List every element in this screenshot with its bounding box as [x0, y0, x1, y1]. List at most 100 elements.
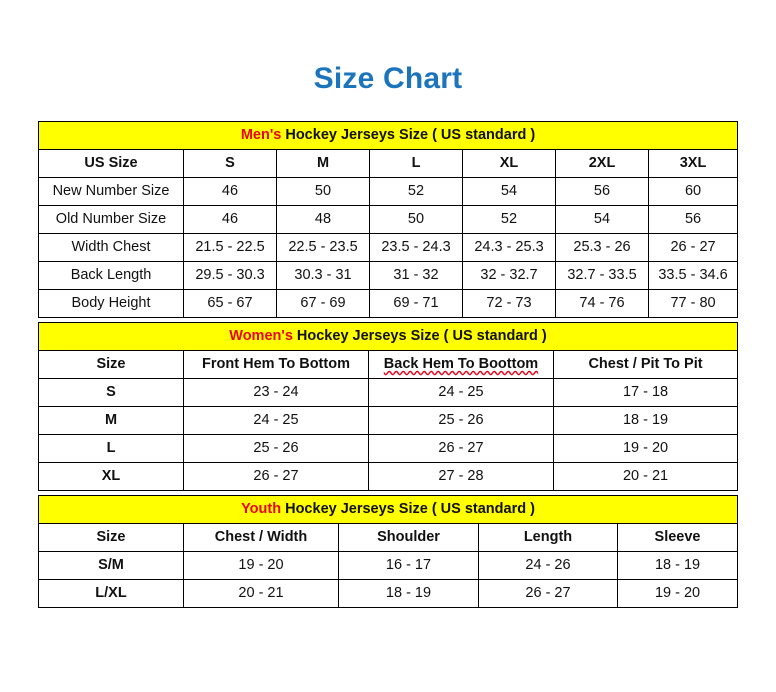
- womens-row-0-val-1: 24 - 25: [368, 378, 554, 407]
- womens-col-0: Size: [38, 350, 184, 379]
- mens-col-0: US Size: [38, 149, 184, 178]
- youth-col-4: Sleeve: [616, 523, 739, 552]
- mens-row-4-val-2: 69 - 71: [369, 289, 463, 318]
- womens-row-3-val-0: 26 - 27: [183, 462, 369, 491]
- womens-row-0-val-0: 23 - 24: [183, 378, 369, 407]
- youth-col-3: Length: [478, 523, 618, 552]
- mens-col-4: XL: [462, 149, 556, 178]
- youth-row-0-label: S/M: [38, 551, 184, 580]
- mens-row-0-val-5: 60: [647, 177, 739, 206]
- womens-row-2-val-0: 25 - 26: [183, 434, 369, 463]
- mens-row-3-val-2: 31 - 32: [369, 261, 463, 290]
- youth-row-1-val-0: 20 - 21: [183, 579, 339, 608]
- mens-row-1-val-0: 46: [183, 205, 277, 234]
- mens-row-4-label: Body Height: [38, 289, 184, 318]
- mens-row-3-val-1: 30.3 - 31: [276, 261, 370, 290]
- table-row: New Number Size 46 50 52 54 56 60: [38, 177, 739, 206]
- youth-row-1-val-2: 26 - 27: [478, 579, 618, 608]
- youth-row-0-val-0: 19 - 20: [183, 551, 339, 580]
- page-title: Size Chart: [313, 62, 463, 95]
- youth-row-1-val-3: 19 - 20: [616, 579, 739, 608]
- womens-row-2-val-2: 19 - 20: [552, 434, 739, 463]
- youth-row-0-val-2: 24 - 26: [478, 551, 618, 580]
- womens-col-2: Back Hem To Boottom: [368, 350, 554, 379]
- mens-row-4-val-1: 67 - 69: [276, 289, 370, 318]
- table-row: Body Height 65 - 67 67 - 69 69 - 71 72 -…: [38, 289, 739, 318]
- womens-row-2-val-1: 26 - 27: [368, 434, 554, 463]
- table-row: L/XL 20 - 21 18 - 19 26 - 27 19 - 20: [38, 579, 739, 608]
- womens-row-0-val-2: 17 - 18: [552, 378, 739, 407]
- mens-row-2-val-5: 26 - 27: [647, 233, 739, 262]
- table-row: S/M 19 - 20 16 - 17 24 - 26 18 - 19: [38, 551, 739, 580]
- mens-row-1-val-5: 56: [647, 205, 739, 234]
- womens-row-1-val-1: 25 - 26: [368, 406, 554, 435]
- mens-row-3-label: Back Length: [38, 261, 184, 290]
- youth-col-0: Size: [38, 523, 184, 552]
- womens-header-rest: Hockey Jerseys Size ( US standard ): [292, 328, 547, 345]
- mens-section-header: Men's Hockey Jerseys Size ( US standard …: [37, 121, 739, 150]
- mens-row-4-val-3: 72 - 73: [462, 289, 556, 318]
- mens-row-3-val-4: 32.7 - 33.5: [555, 261, 649, 290]
- mens-row-0-val-3: 54: [462, 177, 556, 206]
- table-row: M 24 - 25 25 - 26 18 - 19: [38, 406, 739, 435]
- mens-column-header-row: US Size S M L XL 2XL 3XL: [38, 149, 739, 178]
- mens-row-1-val-2: 50: [369, 205, 463, 234]
- mens-row-2-label: Width Chest: [38, 233, 184, 262]
- mens-row-2-val-1: 22.5 - 23.5: [276, 233, 370, 262]
- mens-row-2-val-2: 23.5 - 24.3: [369, 233, 463, 262]
- youth-header-accent: Youth: [241, 501, 282, 518]
- mens-row-0-val-2: 52: [369, 177, 463, 206]
- mens-row-3-val-3: 32 - 32.7: [462, 261, 556, 290]
- womens-row-3-val-2: 20 - 21: [552, 462, 739, 491]
- womens-section-header-row: Women's Hockey Jerseys Size ( US standar…: [37, 322, 739, 351]
- youth-column-header-row: Size Chest / Width Shoulder Length Sleev…: [38, 523, 739, 552]
- mens-row-1-val-1: 48: [276, 205, 370, 234]
- womens-row-3-label: XL: [38, 462, 184, 491]
- womens-row-0-label: S: [38, 378, 184, 407]
- size-tables-container: Men's Hockey Jerseys Size ( US standard …: [37, 121, 739, 608]
- mens-row-1-val-4: 54: [555, 205, 649, 234]
- mens-row-3-val-0: 29.5 - 30.3: [183, 261, 277, 290]
- table-row: XL 26 - 27 27 - 28 20 - 21: [38, 462, 739, 491]
- mens-row-4-val-0: 65 - 67: [183, 289, 277, 318]
- mens-col-5: 2XL: [555, 149, 649, 178]
- table-row: S 23 - 24 24 - 25 17 - 18: [38, 378, 739, 407]
- youth-header-rest: Hockey Jerseys Size ( US standard ): [281, 501, 535, 518]
- womens-row-2-label: L: [38, 434, 184, 463]
- mens-col-6: 3XL: [647, 149, 739, 178]
- table-row: Back Length 29.5 - 30.3 30.3 - 31 31 - 3…: [38, 261, 739, 290]
- mens-row-4-val-4: 74 - 76: [555, 289, 649, 318]
- womens-col-3: Chest / Pit To Pit: [552, 350, 739, 379]
- table-row: L 25 - 26 26 - 27 19 - 20: [38, 434, 739, 463]
- mens-size-table: Men's Hockey Jerseys Size ( US standard …: [37, 121, 739, 318]
- womens-column-header-row: Size Front Hem To Bottom Back Hem To Boo…: [38, 350, 739, 379]
- youth-size-table: Youth Hockey Jerseys Size ( US standard …: [37, 495, 739, 608]
- womens-col-2-text: Back Hem To Boottom: [383, 356, 539, 373]
- womens-row-1-label: M: [38, 406, 184, 435]
- mens-col-1: S: [183, 149, 277, 178]
- youth-row-1-label: L/XL: [38, 579, 184, 608]
- womens-row-1-val-2: 18 - 19: [552, 406, 739, 435]
- mens-header-accent: Men's: [240, 127, 282, 144]
- womens-col-1: Front Hem To Bottom: [183, 350, 369, 379]
- mens-row-2-val-3: 24.3 - 25.3: [462, 233, 556, 262]
- mens-row-0-label: New Number Size: [38, 177, 184, 206]
- youth-section-header: Youth Hockey Jerseys Size ( US standard …: [37, 495, 739, 524]
- youth-section-header-row: Youth Hockey Jerseys Size ( US standard …: [37, 495, 739, 524]
- mens-row-0-val-1: 50: [276, 177, 370, 206]
- mens-row-2-val-0: 21.5 - 22.5: [183, 233, 277, 262]
- womens-section-header: Women's Hockey Jerseys Size ( US standar…: [37, 322, 739, 351]
- womens-header-accent: Women's: [229, 328, 293, 345]
- womens-size-table: Women's Hockey Jerseys Size ( US standar…: [37, 322, 739, 491]
- mens-header-rest: Hockey Jerseys Size ( US standard ): [281, 127, 536, 144]
- table-row: Width Chest 21.5 - 22.5 22.5 - 23.5 23.5…: [38, 233, 739, 262]
- mens-row-4-val-5: 77 - 80: [647, 289, 739, 318]
- mens-row-1-val-3: 52: [462, 205, 556, 234]
- womens-row-1-val-0: 24 - 25: [183, 406, 369, 435]
- youth-row-0-val-1: 16 - 17: [338, 551, 479, 580]
- youth-col-2: Shoulder: [338, 523, 479, 552]
- table-row: Old Number Size 46 48 50 52 54 56: [38, 205, 739, 234]
- mens-col-3: L: [369, 149, 463, 178]
- mens-row-0-val-0: 46: [183, 177, 277, 206]
